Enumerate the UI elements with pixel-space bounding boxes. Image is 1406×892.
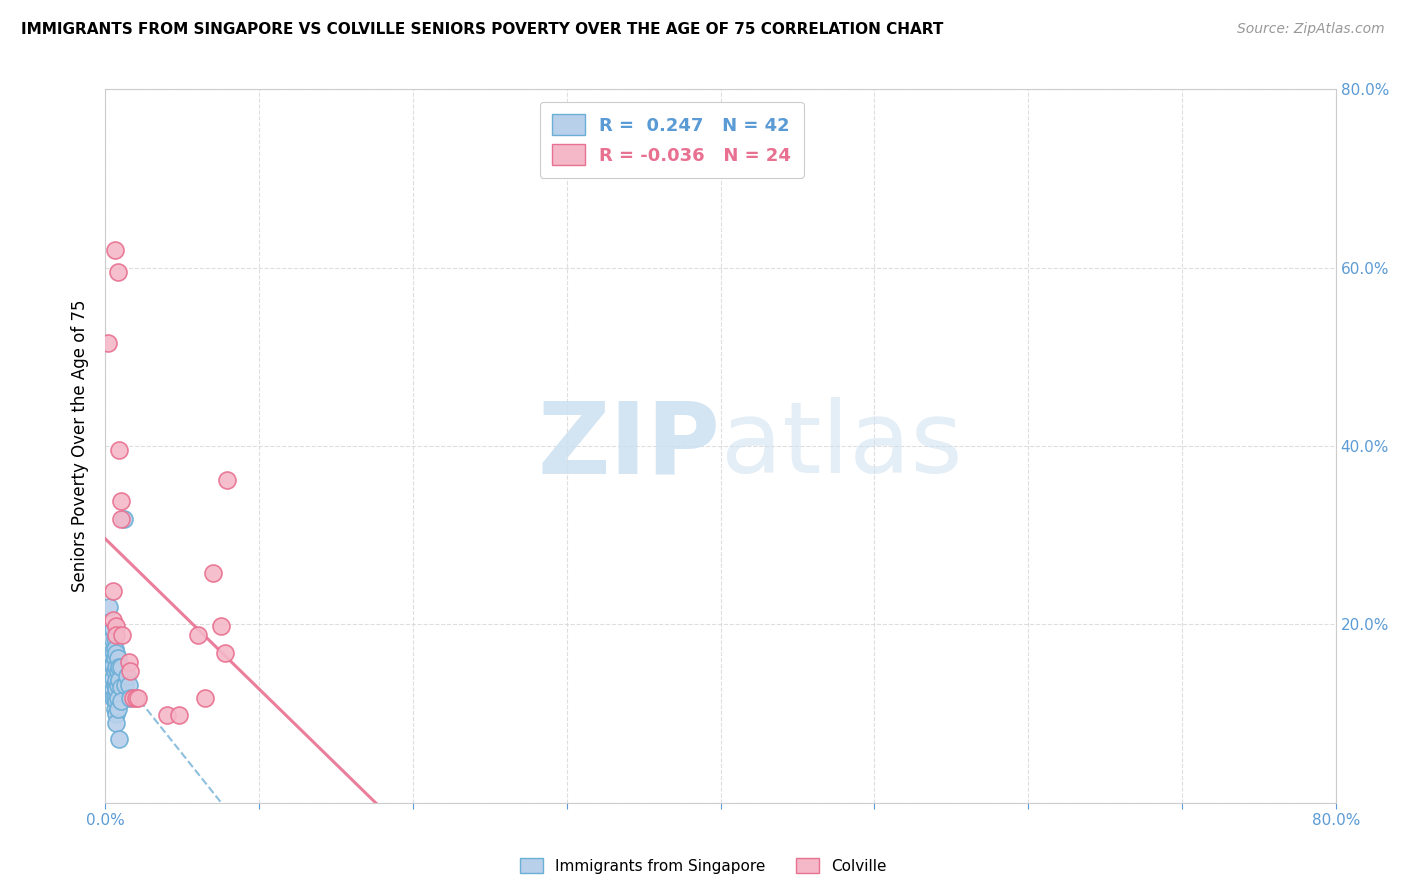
Point [100,631,122,645]
Point [98,640,122,654]
Legend: Immigrants from Singapore, Colville: Immigrants from Singapore, Colville [513,852,893,880]
Point [108,731,131,746]
Point [125,690,148,705]
Point [101,644,124,658]
Point [169,708,191,723]
Point [104,702,127,716]
Point [107,702,129,716]
Point [101,681,124,696]
Point [101,671,124,685]
Point [108,660,131,674]
Point [101,583,124,598]
Point [104,619,127,633]
Point [114,678,136,692]
Point [101,690,124,705]
Point [100,648,122,663]
Point [107,265,129,279]
Point [101,657,124,672]
Text: ZIP: ZIP [537,398,721,494]
Point [105,694,128,708]
Point [107,678,129,692]
Point [107,690,129,705]
Point [98,626,121,640]
Point [110,494,132,508]
Point [103,613,125,627]
Point [120,690,141,705]
Text: IMMIGRANTS FROM SINGAPORE VS COLVILLE SENIORS POVERTY OVER THE AGE OF 75 CORRELA: IMMIGRANTS FROM SINGAPORE VS COLVILLE SE… [21,22,943,37]
Point [108,443,131,458]
Point [104,642,127,657]
Point [105,628,128,642]
Point [101,657,124,672]
Point [101,622,124,636]
Point [97,599,120,614]
Point [156,708,179,723]
Y-axis label: Seniors Poverty Over the Age of 75: Seniors Poverty Over the Age of 75 [72,300,90,592]
Point [108,673,131,687]
Point [110,660,132,674]
Point [104,678,127,692]
Text: Source: ZipAtlas.com: Source: ZipAtlas.com [1237,22,1385,37]
Point [104,651,127,665]
Point [104,664,127,678]
Point [105,681,128,696]
Point [105,706,128,721]
Point [107,664,129,678]
Point [110,512,132,526]
Point [117,655,139,669]
Point [112,512,135,526]
Point [117,678,139,692]
Point [110,694,132,708]
Point [194,690,217,705]
Point [122,690,145,705]
Point [110,680,132,694]
Point [104,243,127,257]
Point [105,646,128,660]
Point [202,566,225,580]
Point [115,669,138,683]
Point [214,646,236,660]
Point [111,628,134,642]
Point [105,715,128,730]
Point [97,336,120,351]
Point [120,664,141,678]
Point [107,651,129,665]
Point [104,631,127,645]
Point [105,660,128,674]
Point [105,673,128,687]
Legend: R =  0.247   N = 42, R = -0.036   N = 24: R = 0.247 N = 42, R = -0.036 N = 24 [540,102,804,178]
Point [209,619,232,633]
Point [104,690,127,705]
Point [187,628,209,642]
Point [127,690,149,705]
Text: atlas: atlas [721,398,962,494]
Point [215,473,238,487]
